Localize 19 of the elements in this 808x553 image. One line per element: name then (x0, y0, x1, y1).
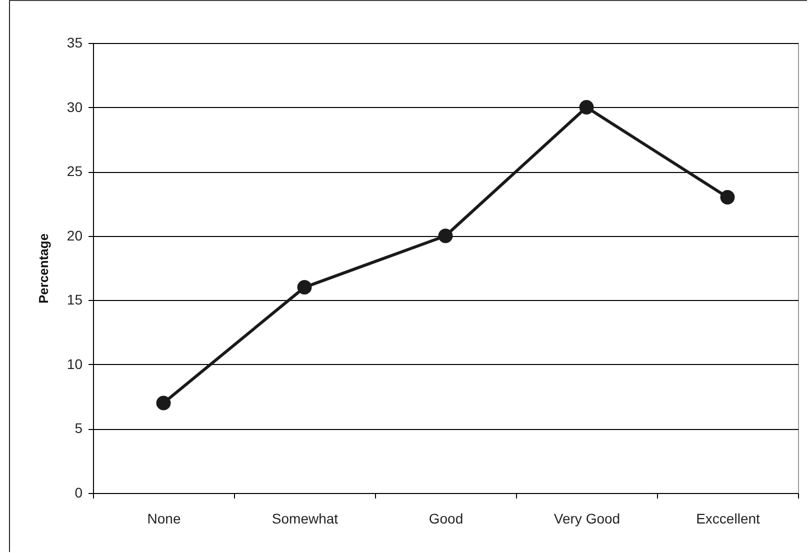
point (438, 228, 453, 244)
y-tick-label: 0 (74, 484, 83, 500)
y-axis-title: Percentage (36, 233, 51, 304)
y-tick-label: 30 (66, 98, 83, 115)
point (579, 100, 594, 115)
point (297, 280, 312, 295)
x-tick-label: None (147, 510, 181, 526)
y-tick-label: 20 (66, 227, 83, 244)
y-tick-label: 15 (66, 292, 83, 308)
x-tick-label: Good (428, 510, 464, 526)
x-tick-label: Somewhat (272, 510, 338, 526)
x-tick-label: Exccellent (696, 510, 760, 526)
x-tick-label: Very Good (554, 510, 620, 526)
point (720, 190, 735, 205)
point (156, 396, 171, 410)
y-tick-label: 35 (66, 34, 83, 50)
y-tick-label: 25 (66, 163, 83, 180)
y-tick-label: 5 (74, 420, 83, 436)
y-tick-label: 10 (66, 356, 83, 372)
